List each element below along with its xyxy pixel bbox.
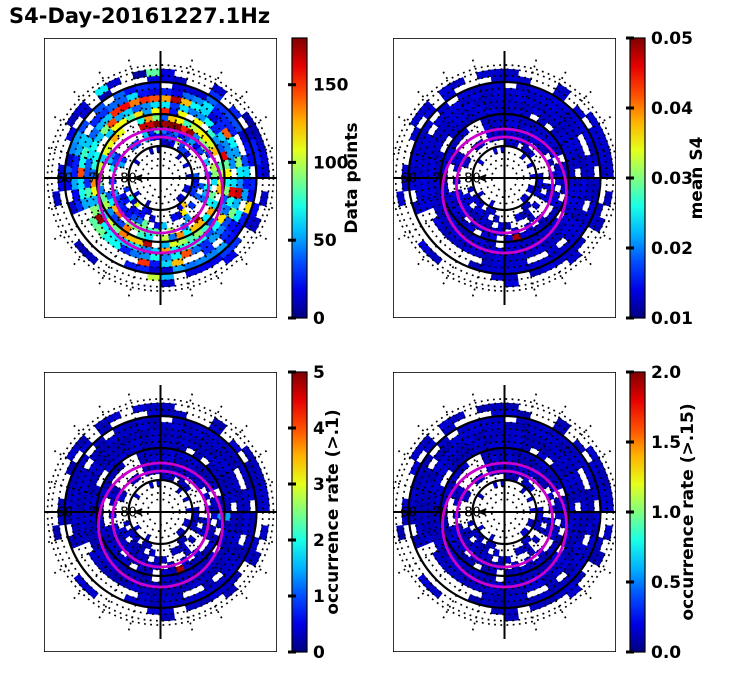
auroral-oval-poleward — [111, 135, 210, 235]
colorbar-tick — [626, 106, 634, 110]
colorbar-axis-label-occurrence-rate-gt-p15: occurrence rate (>.15) — [678, 403, 698, 620]
panel-occurrence-rate-gt-p1: 607080 — [44, 372, 277, 652]
dotted-mlt-spokes — [44, 53, 277, 303]
colorbar-axis-label-data-points: Data points — [342, 122, 362, 233]
colorbar-tick — [288, 594, 296, 598]
colorbar-tick-label: 0.03 — [651, 169, 693, 189]
colorbar-tick — [626, 36, 634, 40]
colorbar-tick — [288, 482, 296, 486]
colorbar-tick — [288, 238, 296, 242]
auroral-oval-poleward — [455, 469, 554, 569]
colorbar-tick-label: 0.01 — [651, 309, 693, 329]
colorbar-tick-label: 0.04 — [651, 99, 693, 119]
figure-title: S4-Day-20161227.1Hz — [9, 4, 271, 28]
colorbar-tick — [288, 538, 296, 542]
colorbar-tick-label: 0 — [313, 643, 325, 663]
auroral-oval-equatorward — [97, 127, 224, 255]
colorbar-gradient — [291, 371, 308, 653]
colorbar-tick — [288, 316, 296, 320]
axis-arrowhead-icon — [132, 174, 142, 182]
colorbar-tick-label: 1.0 — [651, 503, 681, 523]
colorbar-tick — [626, 650, 634, 654]
auroral-oval-equatorward — [441, 461, 568, 589]
colorbar-tick — [626, 510, 634, 514]
colorbar-mean-s4: 0.01 0.02 0.03 0.04 0.05 mean S4 — [626, 29, 707, 329]
colorbar-tick — [626, 316, 634, 320]
colorbar-tick-label: 0.02 — [651, 239, 693, 259]
colorbar-tick-label: 3 — [313, 475, 325, 495]
colorbar-tick-label: 4 — [313, 419, 325, 439]
axis-arrowhead-icon — [476, 174, 486, 182]
colorbar-tick-label: 50 — [313, 231, 337, 251]
colorbar-tick-label: 0.05 — [651, 29, 693, 49]
axis-arrowhead-icon — [476, 508, 486, 516]
colorbar-tick — [626, 246, 634, 250]
colorbar-tick-label: 0.5 — [651, 573, 681, 593]
colorbar-tick — [626, 176, 634, 180]
colorbar-tick-label: 2.0 — [651, 363, 681, 383]
colorbar-tick-label: 5 — [313, 363, 325, 383]
panel-mean-s4: 607080 — [393, 38, 616, 318]
colorbar-tick-label: 0 — [313, 309, 325, 329]
colorbar-data-points: 0 50 100 150 Data points — [288, 37, 362, 329]
dotted-mlt-spokes — [44, 387, 277, 637]
colorbar-tick — [288, 426, 296, 430]
colorbar-tick-label: 1.5 — [651, 433, 681, 453]
colorbar-tick — [626, 440, 634, 444]
colorbar-axis-label-occurrence-rate-gt-p1: occurrence rate (>.1) — [323, 409, 343, 614]
auroral-oval-equatorward — [97, 461, 224, 589]
colorbar-occurrence-rate-gt-p15: 0.0 0.5 1.0 1.5 2.0 occurrence rate (>.15) — [626, 363, 698, 663]
colorbar-tick-label: 1 — [313, 587, 325, 607]
colorbar-tick-label: 100 — [313, 153, 349, 173]
axis-arrowhead-icon — [132, 508, 142, 516]
colorbar-tick-label: 0.0 — [651, 643, 681, 663]
panel-occurrence-rate-gt-p15: 607080 — [393, 372, 616, 652]
colorbar-tick — [288, 160, 296, 164]
colorbar-tick-label: 2 — [313, 531, 325, 551]
panel-data-points: 607080 — [44, 38, 277, 318]
colorbar-tick-label: 150 — [313, 76, 349, 96]
colorbar-tick — [288, 650, 296, 654]
colorbar-tick — [626, 370, 634, 374]
auroral-oval-poleward — [111, 469, 210, 569]
colorbar-gradient — [291, 37, 308, 319]
colorbar-axis-label-mean-s4: mean S4 — [687, 136, 707, 219]
auroral-oval-equatorward — [441, 127, 568, 255]
auroral-oval-poleward — [455, 135, 554, 235]
colorbar-occurrence-rate-gt-p1: 0 1 2 3 4 5 occurrence rate (>.1) — [288, 363, 343, 663]
colorbar-tick — [288, 370, 296, 374]
colorbar-tick — [626, 580, 634, 584]
colorbar-tick — [288, 83, 296, 87]
